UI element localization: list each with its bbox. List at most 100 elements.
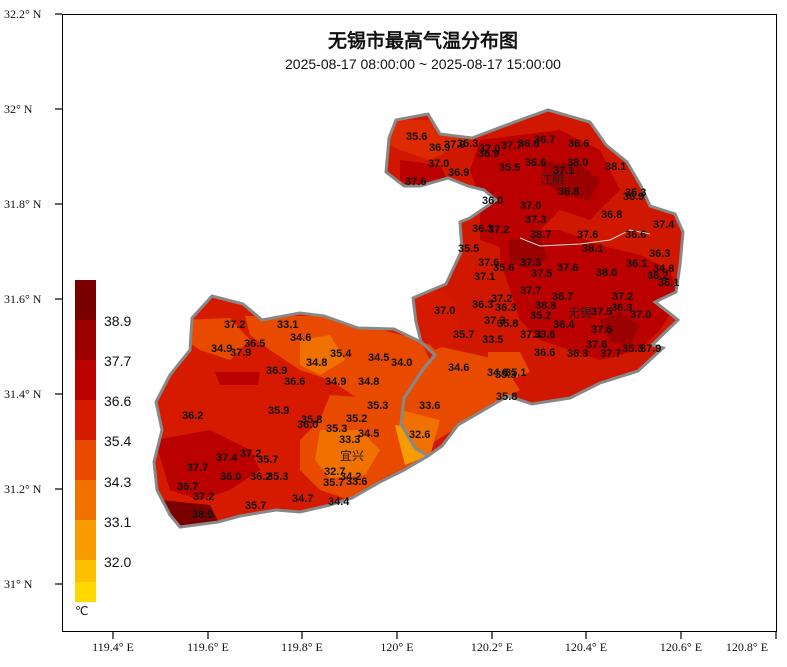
- station-temperature: 34.4: [328, 496, 350, 508]
- station-temperature: 37.0: [444, 139, 465, 151]
- station-temperature: 35.7: [323, 477, 344, 489]
- station-temperature: 36.6: [518, 138, 539, 150]
- station-temperature: 36.3: [472, 223, 493, 235]
- station-temperature: 37.0: [520, 200, 541, 212]
- station-temperature: 34.7: [292, 493, 313, 505]
- lon-label: 119.6° E: [187, 640, 229, 654]
- station-temperature: 34.5: [358, 428, 379, 440]
- station-temperature: 37.3: [484, 315, 505, 327]
- station-temperature: 33.6: [346, 476, 367, 488]
- station-temperature: 36.9: [478, 148, 499, 160]
- station-temperature: 36.0: [297, 419, 318, 431]
- south-boundary: [152, 294, 438, 529]
- station-temperature: 35.4: [330, 348, 352, 360]
- lon-label: 119.8° E: [281, 640, 323, 654]
- legend-swatch: [75, 360, 96, 400]
- station-temperature: 37.2: [612, 291, 633, 303]
- station-temperature: 33.3: [339, 434, 360, 446]
- station-temperature: 35.1: [505, 367, 526, 379]
- station-temperature: 35.5: [458, 243, 479, 255]
- station-temperature: 38.9: [192, 509, 213, 521]
- station-temperature: 36.3: [611, 302, 632, 314]
- station-temperature: 36.9: [266, 365, 287, 377]
- legend-colorbar: [75, 280, 96, 602]
- station-temperature: 37.9: [230, 347, 251, 359]
- lat-label: 31° N: [4, 577, 33, 591]
- station-temperature: 36.6: [534, 347, 555, 359]
- station-temperature: 36.4: [553, 319, 575, 331]
- station-temperature: 35.6: [406, 131, 427, 143]
- station-temperature: 36.1: [626, 258, 647, 270]
- station-temperature: 35.7: [245, 500, 266, 512]
- station-temperature: 37.0: [428, 158, 449, 170]
- station-temperature: 36.2: [182, 410, 203, 422]
- station-temperature: 34.6: [290, 332, 311, 344]
- station-temperature: 36.6: [284, 376, 305, 388]
- legend-swatch: [75, 582, 96, 602]
- station-temperature: 35.3: [625, 187, 646, 199]
- station-temperature: 34.9: [325, 376, 346, 388]
- station-temperature: 37.0: [479, 143, 500, 155]
- station-temperature: 38.1: [605, 161, 626, 173]
- station-temperature: 37.7: [520, 285, 541, 297]
- legend-label: 34.3: [104, 474, 132, 490]
- station-temperature: 37.4: [653, 219, 675, 231]
- city-label-wuxi: 无锡: [568, 305, 592, 320]
- station-temperature: 35.7: [257, 454, 278, 466]
- station-temperature: 37.6: [405, 176, 426, 188]
- station-temperature: 35.8: [496, 391, 517, 403]
- station-temperature: 34.0: [391, 357, 412, 369]
- legend-swatch: [75, 320, 96, 360]
- station-temperature: 37.2: [240, 448, 261, 460]
- legend-swatch: [75, 520, 96, 560]
- legend-label: 35.4: [104, 433, 132, 449]
- lat-label: 31.6° N: [4, 292, 42, 306]
- station-temperature: 37.7: [187, 462, 208, 474]
- station-temperature: 36.6: [568, 138, 589, 150]
- station-temperature: 36.7: [552, 291, 573, 303]
- lat-label: 31.2° N: [4, 482, 42, 496]
- station-temperature: 34.8: [306, 357, 327, 369]
- station-temperature: 37.9: [640, 343, 661, 355]
- station-temperature: 37.2: [491, 293, 512, 305]
- city-label-yixing: 宜兴: [340, 448, 364, 463]
- station-temperature: 34.5: [368, 352, 389, 364]
- station-temperature: 38.0: [596, 267, 617, 279]
- station-temperature: 37.4: [216, 452, 238, 464]
- map-subtitle: 2025-08-17 08:00:00 ~ 2025-08-17 15:00:0…: [285, 56, 561, 72]
- map-title: 无锡市最高气温分布图: [327, 30, 518, 52]
- station-temperature: 37.1: [553, 165, 574, 177]
- city-label-jiangyin: 江阴: [540, 173, 564, 187]
- station-temperature: 38.0: [567, 157, 588, 169]
- station-temperature: 35.3: [267, 471, 288, 483]
- station-temperature: 36.5: [244, 338, 265, 350]
- station-temperature: 32.7: [324, 466, 345, 478]
- station-temperature: 35.2: [346, 413, 367, 425]
- station-temperature: 37.3: [520, 329, 541, 341]
- station-temperature: 35.3: [622, 343, 643, 355]
- station-temperature: 34.8: [487, 367, 508, 379]
- lat-label: 31.4° N: [4, 387, 42, 401]
- station-temperature: 34.2: [340, 471, 361, 483]
- station-temperature: 37.5: [531, 268, 552, 280]
- station-temperature: 35.8: [301, 414, 322, 426]
- legend-swatch: [75, 400, 96, 440]
- legend-swatch: [75, 440, 96, 480]
- station-temperature: 38.1: [582, 243, 603, 255]
- lat-label: 31.8° N: [4, 197, 42, 211]
- lon-label: 120.6° E: [659, 640, 703, 654]
- station-temperature: 36.0: [220, 471, 241, 483]
- station-temperature: 35.9: [268, 405, 289, 417]
- station-temperature: 36.6: [625, 229, 646, 241]
- station-temperature: 36.0: [482, 195, 503, 207]
- legend-label: 37.7: [104, 353, 132, 369]
- station-temperature: 36.9: [623, 191, 644, 203]
- legend-label: 38.9: [104, 313, 132, 329]
- station-temperature: 36.3: [649, 248, 670, 260]
- station-temperature: 37.3: [525, 214, 546, 226]
- station-temperature: 36.8: [601, 209, 622, 221]
- station-temperature: 32.6: [409, 429, 430, 441]
- station-temperature: 35.3: [457, 138, 478, 150]
- station-temperature: 37.7: [600, 348, 621, 360]
